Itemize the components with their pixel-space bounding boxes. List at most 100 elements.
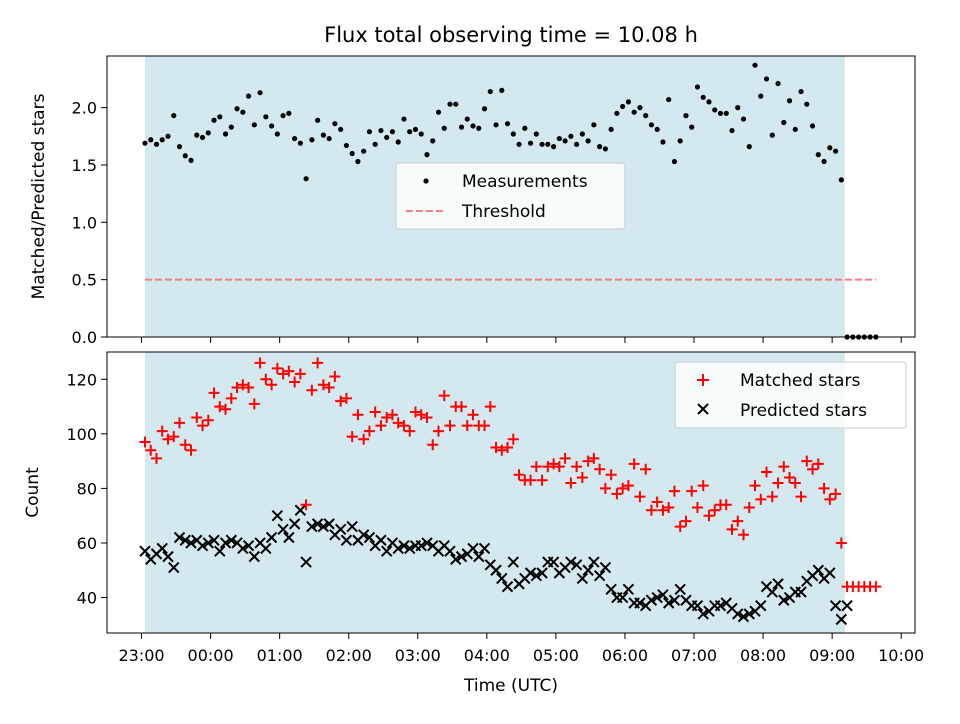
- measurement-point: [366, 129, 373, 135]
- matched-star-point: [559, 452, 571, 464]
- matched-star-point: [599, 482, 611, 494]
- top-legend-box: [395, 162, 626, 230]
- measurement-point: [815, 152, 821, 158]
- measurement-point: [752, 62, 758, 68]
- measurement-point: [735, 105, 741, 111]
- measurement-point: [631, 109, 637, 115]
- predicted-star-point: [634, 597, 646, 609]
- bottom-axes-frame: [106, 351, 916, 634]
- measurement-point: [660, 139, 666, 145]
- matched-star-point: [174, 417, 186, 429]
- predicted-star-point: [467, 542, 479, 555]
- measurement-point: [297, 140, 303, 146]
- matched-star-point: [346, 431, 358, 443]
- matched-star-point: [300, 499, 312, 511]
- matched-star-point: [363, 425, 375, 437]
- matched-star-point: [254, 357, 266, 369]
- measurement-point: [263, 114, 269, 120]
- measurement-point: [424, 152, 430, 158]
- predicted-star-point: [547, 556, 560, 568]
- predicted-star-point: [691, 600, 704, 612]
- measurement-point: [251, 122, 257, 128]
- predicted-star-point: [380, 545, 393, 557]
- predicted-star-point: [398, 539, 410, 552]
- measurement-point: [689, 124, 695, 130]
- measurement-point: [677, 138, 683, 144]
- matched-star-point: [634, 491, 646, 503]
- measurement-point: [338, 126, 344, 133]
- measurement-point: [717, 110, 724, 116]
- matched-star-point: [237, 379, 249, 391]
- matched-star-point: [421, 411, 433, 423]
- predicted-star-point: [311, 518, 324, 530]
- predicted-star-point: [323, 518, 335, 530]
- predicted-star-point: [450, 553, 462, 566]
- matched-star-point: [766, 491, 778, 503]
- measurement-point: [729, 127, 735, 134]
- top-panel: 0.00.51.01.52.0 Matched/Predicted stars …: [29, 55, 916, 347]
- predicted-star-point: [346, 520, 358, 533]
- y-tick-label: 40: [77, 589, 97, 608]
- predicted-star-point: [283, 531, 295, 544]
- measurement-points: [142, 62, 879, 340]
- predicted-star-point: [202, 537, 214, 549]
- matched-star-point: [703, 510, 715, 522]
- matched-star-point: [438, 390, 450, 402]
- matched-star-point: [668, 485, 680, 497]
- predicted-star-point: [795, 586, 807, 598]
- measurement-point: [343, 142, 350, 149]
- measurement-point: [769, 132, 775, 138]
- measurement-point: [746, 144, 752, 150]
- matched-star-point: [772, 477, 784, 489]
- measurement-point: [683, 113, 689, 119]
- predicted-star-point: [375, 534, 387, 546]
- measurement-point: [153, 141, 160, 147]
- matched-star-point: [427, 439, 439, 451]
- matched-star-point: [605, 469, 617, 481]
- matched-star-point: [369, 406, 381, 418]
- matched-star-point: [386, 409, 398, 421]
- matched-star-point: [507, 433, 519, 445]
- measurement-point: [568, 133, 574, 139]
- matched-star-point: [761, 466, 773, 478]
- measurement-point: [234, 106, 240, 112]
- matched-star-point: [594, 463, 606, 475]
- predicted-star-point: [156, 542, 168, 555]
- predicted-star-point: [507, 556, 520, 568]
- predicted-star-point: [599, 561, 612, 574]
- measurement-point: [608, 126, 614, 133]
- bottom-y-axis-label: Count: [23, 467, 43, 518]
- x-tick-label: 23:00: [118, 646, 164, 665]
- matched-star-point: [168, 431, 180, 443]
- measurement-point: [309, 137, 315, 143]
- matched-star-point: [214, 401, 226, 413]
- matched-star-point: [467, 409, 479, 421]
- predicted-star-point: [455, 550, 468, 563]
- predicted-stars-points: [139, 504, 853, 626]
- measurement-point: [211, 117, 217, 123]
- measurement-point: [435, 109, 442, 115]
- measurement-point: [809, 123, 816, 129]
- measurement-point: [556, 135, 562, 142]
- measurement-point: [522, 125, 528, 131]
- measurement-point: [671, 158, 678, 165]
- measurement-point: [205, 130, 211, 136]
- matched-star-point: [231, 381, 243, 393]
- x-tick-label: 02:00: [326, 646, 372, 665]
- matched-star-point: [323, 381, 335, 393]
- x-tick-label: 05:00: [533, 646, 579, 665]
- predicted-star-point: [593, 570, 606, 582]
- measurement-point: [447, 101, 453, 107]
- matched-star-point: [191, 411, 203, 423]
- matched-star-point: [697, 480, 709, 492]
- measurement-point: [222, 131, 229, 137]
- predicted-star-point: [766, 586, 778, 598]
- measurement-point: [182, 153, 188, 159]
- matched-star-point: [150, 452, 162, 464]
- x-tick-label: 06:00: [602, 646, 648, 665]
- bottom-y-ticks: 40 60 80 100 120: [66, 370, 107, 608]
- predicted-star-point: [357, 529, 370, 541]
- matched-star-point: [709, 504, 721, 516]
- bottom-panel: 40 60 80 100 120 23:00 00:00 01:00 02:00 03:00 04…: [23, 351, 924, 696]
- x-tick-label: 10:00: [878, 646, 924, 665]
